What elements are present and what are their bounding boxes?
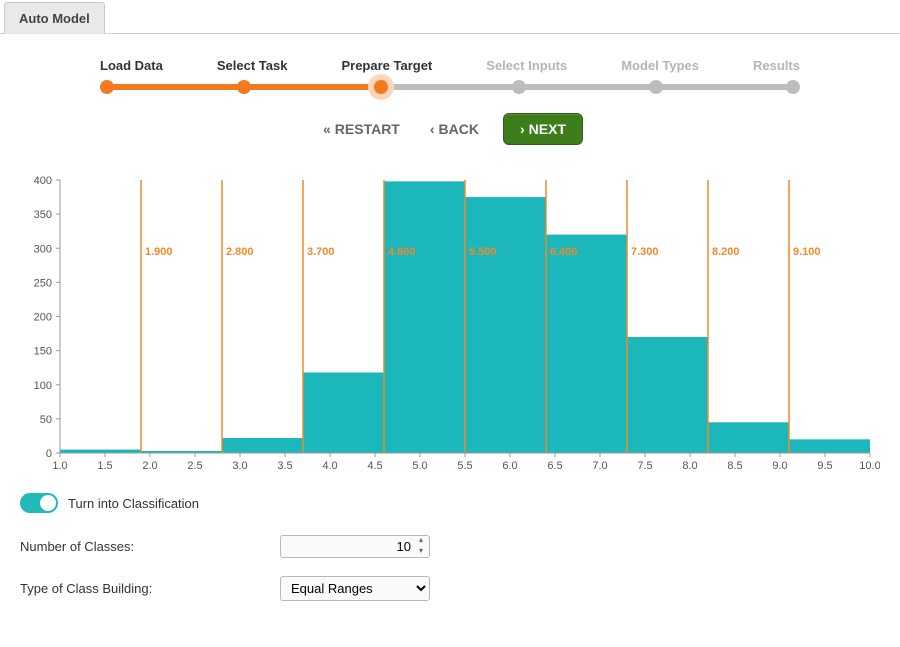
hist-bar-8: [708, 422, 789, 453]
y-tick-250: 250: [34, 277, 52, 289]
toggle-knob: [40, 495, 56, 511]
num-classes-spinner[interactable]: ▴ ▾: [414, 536, 428, 557]
chevron-left-icon: ‹: [430, 121, 435, 137]
classification-toggle[interactable]: [20, 493, 58, 513]
step-dot-3[interactable]: [512, 80, 526, 94]
y-tick-0: 0: [46, 448, 52, 460]
class-building-type-select[interactable]: Equal Ranges: [280, 576, 430, 601]
step-label-select-task: Select Task: [217, 58, 288, 73]
x-tick-7.5: 7.5: [637, 460, 652, 472]
step-label-results: Results: [753, 58, 800, 73]
next-button[interactable]: › NEXT: [503, 113, 583, 145]
x-tick-5.0: 5.0: [412, 460, 427, 472]
step-label-model-types: Model Types: [621, 58, 699, 73]
step-label-prepare-target: Prepare Target: [341, 58, 432, 73]
x-tick-6.5: 6.5: [547, 460, 562, 472]
y-tick-400: 400: [34, 175, 52, 187]
next-label: NEXT: [529, 121, 566, 137]
x-tick-9.0: 9.0: [772, 460, 787, 472]
tab-bar: Auto Model: [0, 0, 900, 34]
num-classes-input[interactable]: [280, 535, 430, 558]
y-tick-50: 50: [40, 414, 52, 426]
x-tick-1.5: 1.5: [97, 460, 112, 472]
step-dot-4[interactable]: [649, 80, 663, 94]
hist-bar-5: [465, 197, 546, 453]
x-tick-1.0: 1.0: [52, 460, 67, 472]
x-tick-8.5: 8.5: [727, 460, 742, 472]
hist-bar-4: [384, 181, 465, 453]
target-histogram: 1.900 2.800 3.700 4.600 5.500 6.400 7.300 8.200…: [20, 175, 880, 475]
step-dot-0[interactable]: [100, 80, 114, 94]
x-tick-4.5: 4.5: [367, 460, 382, 472]
step-dot-5[interactable]: [786, 80, 800, 94]
x-tick-6.0: 6.0: [502, 460, 517, 472]
x-tick-7.0: 7.0: [592, 460, 607, 472]
step-label-load-data: Load Data: [100, 58, 163, 73]
num-classes-label: Number of Classes:: [20, 539, 280, 554]
class-building-type-label: Type of Class Building:: [20, 581, 280, 596]
step-dot-1[interactable]: [237, 80, 251, 94]
hist-bar-6: [546, 235, 627, 453]
bin-boundary-label-9: 9.100: [793, 246, 821, 258]
y-tick-200: 200: [34, 312, 52, 324]
double-chevron-left-icon: «: [323, 121, 331, 137]
wizard-stepper: Load Data Select Task Prepare Target Select…: [100, 58, 800, 95]
bin-boundary-label-1: 1.900: [145, 246, 173, 258]
bin-boundary-label-2: 2.800: [226, 246, 254, 258]
spinner-down-icon[interactable]: ▾: [414, 547, 428, 558]
restart-label: RESTART: [335, 121, 400, 137]
x-tick-4.0: 4.0: [322, 460, 337, 472]
x-tick-2.0: 2.0: [142, 460, 157, 472]
restart-button[interactable]: « RESTART: [317, 117, 406, 141]
back-label: BACK: [439, 121, 479, 137]
y-tick-150: 150: [34, 346, 52, 358]
spinner-up-icon[interactable]: ▴: [414, 536, 428, 547]
classification-controls: Turn into Classification Number of Class…: [20, 493, 880, 601]
step-label-select-inputs: Select Inputs: [486, 58, 567, 73]
bin-boundary-label-4: 4.600: [388, 246, 416, 258]
x-tick-2.5: 2.5: [187, 460, 202, 472]
hist-bar-0: [60, 450, 141, 453]
x-tick-5.5: 5.5: [457, 460, 472, 472]
tab-auto-model[interactable]: Auto Model: [4, 2, 105, 34]
x-tick-8.0: 8.0: [682, 460, 697, 472]
y-tick-350: 350: [34, 209, 52, 221]
classification-toggle-label: Turn into Classification: [68, 496, 199, 511]
x-tick-3.0: 3.0: [232, 460, 247, 472]
back-button[interactable]: ‹ BACK: [424, 117, 485, 141]
bin-boundary-label-6: 6.400: [550, 246, 578, 258]
hist-bar-3: [303, 372, 384, 453]
y-tick-300: 300: [34, 243, 52, 255]
x-tick-9.5: 9.5: [817, 460, 832, 472]
bin-boundary-label-8: 8.200: [712, 246, 740, 258]
wizard-nav: « RESTART ‹ BACK › NEXT: [0, 113, 900, 145]
step-dot-2[interactable]: [374, 80, 388, 94]
bin-boundary-label-3: 3.700: [307, 246, 335, 258]
hist-bar-2: [222, 438, 303, 453]
x-tick-10.0: 10.0: [859, 460, 880, 472]
hist-bar-7: [627, 337, 708, 453]
y-tick-100: 100: [34, 380, 52, 392]
bin-boundary-label-7: 7.300: [631, 246, 659, 258]
chevron-right-icon: ›: [520, 121, 525, 137]
bin-boundary-label-5: 5.500: [469, 246, 497, 258]
hist-bar-9: [789, 439, 870, 453]
x-tick-3.5: 3.5: [277, 460, 292, 472]
